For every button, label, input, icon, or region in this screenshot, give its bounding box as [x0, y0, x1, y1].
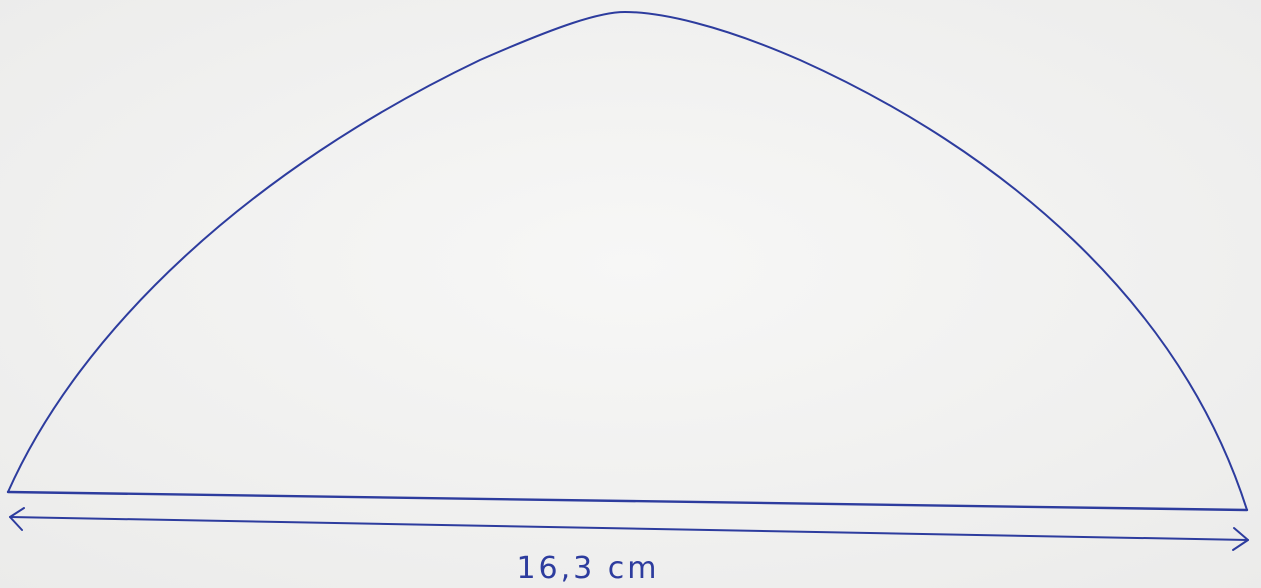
drawing: 16,3 cm	[0, 0, 1261, 588]
page: 16,3 cm (() => { const data = JSON.parse…	[0, 0, 1261, 588]
dimension-label: 16,3 cm	[516, 551, 659, 586]
paper	[0, 0, 1261, 588]
